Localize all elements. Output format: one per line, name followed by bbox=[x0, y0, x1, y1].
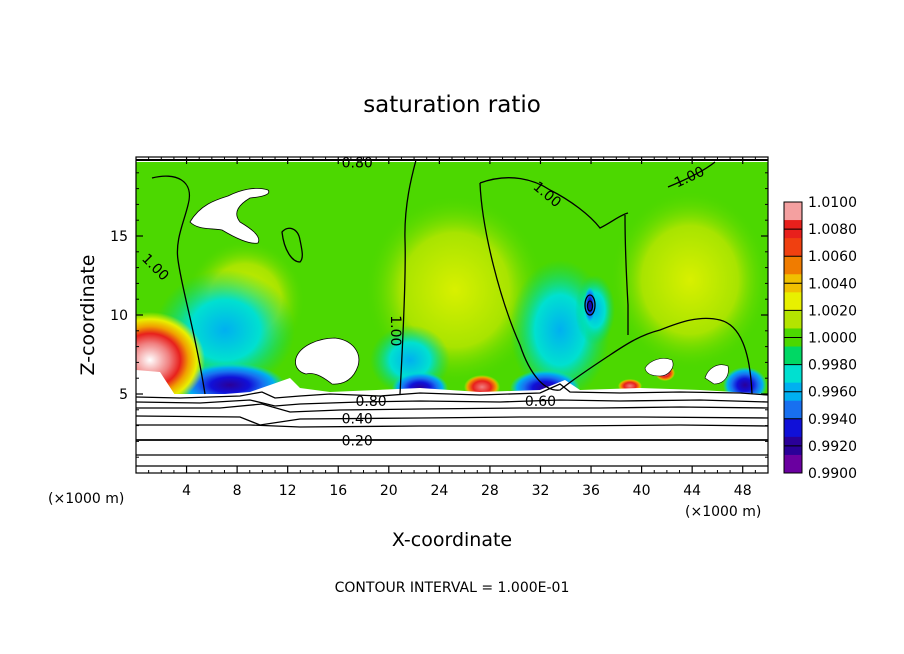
x-unit-right: (×1000 m) bbox=[685, 504, 761, 520]
contour-line bbox=[136, 383, 768, 399]
colorbar-tick-label: 0.9920 bbox=[808, 439, 857, 455]
contour-line bbox=[586, 300, 594, 312]
x-tick-label: 16 bbox=[329, 483, 347, 499]
colorbar-tick-label: 1.0080 bbox=[808, 222, 857, 238]
colorbar-swatch bbox=[784, 292, 802, 311]
contour-label: 0.60 bbox=[525, 394, 556, 410]
x-tick-label: 48 bbox=[734, 483, 752, 499]
field-low-blue bbox=[584, 287, 596, 323]
contour-label: 0.20 bbox=[342, 433, 373, 449]
contour-line bbox=[667, 161, 716, 188]
x-axis-ticks: 4 8 12 16 20 24 28 32 36 40 44 48 bbox=[148, 157, 756, 499]
x-tick-label: 4 bbox=[182, 483, 191, 499]
colorbar-tick-label: 1.0040 bbox=[808, 276, 857, 292]
colorbar-swatch bbox=[784, 238, 802, 257]
contour-line bbox=[136, 403, 768, 413]
colorbar-tick-label: 1.0000 bbox=[808, 331, 857, 347]
cloud-region bbox=[295, 337, 360, 385]
chart-title: saturation ratio bbox=[363, 92, 541, 118]
y-axis-ticks: 5 10 15 bbox=[110, 172, 768, 458]
colorbar-swatch bbox=[784, 256, 802, 275]
x-tick-label: 24 bbox=[430, 483, 448, 499]
colorbar-tick-label: 0.9900 bbox=[808, 466, 857, 482]
x-tick-label: 36 bbox=[582, 483, 600, 499]
contour-line bbox=[136, 424, 768, 428]
y-axis-label: Z-coordinate bbox=[77, 255, 99, 376]
contour-line bbox=[399, 159, 417, 395]
y-tick-label: 15 bbox=[110, 229, 128, 245]
contour-line bbox=[136, 399, 768, 407]
contour-line bbox=[151, 175, 206, 395]
cloud-region bbox=[136, 370, 175, 395]
contour-interval-note: CONTOUR INTERVAL = 1.000E-01 bbox=[335, 580, 570, 596]
colorbar-tick-label: 0.9960 bbox=[808, 385, 857, 401]
contour-label: 1.00 bbox=[387, 315, 403, 346]
contour-label: 0.40 bbox=[342, 411, 373, 427]
colorbar-swatch bbox=[784, 346, 802, 366]
y-tick-label: 10 bbox=[110, 308, 128, 324]
colorbar-swatch bbox=[784, 418, 802, 438]
lower-layer bbox=[136, 394, 768, 473]
colorbar-swatch bbox=[784, 202, 802, 221]
colorbar-swatch bbox=[784, 400, 802, 420]
x-tick-label: 8 bbox=[233, 483, 242, 499]
contour-label: 0.80 bbox=[342, 155, 373, 171]
x-tick-label: 32 bbox=[532, 483, 550, 499]
cloud-region bbox=[704, 364, 729, 385]
x-tick-label: 20 bbox=[380, 483, 398, 499]
colorbar: 1.0100 1.0080 1.0060 1.0040 1.0020 1.0000 0.99… bbox=[783, 195, 857, 482]
contour-line bbox=[136, 415, 768, 426]
contour-line bbox=[281, 227, 303, 263]
contour-line bbox=[584, 294, 596, 316]
x-tick-label: 44 bbox=[683, 483, 701, 499]
contour-line bbox=[479, 177, 629, 229]
y-tick-label: 5 bbox=[119, 387, 128, 403]
cloud-region bbox=[189, 188, 270, 244]
colorbar-tick-label: 1.0100 bbox=[808, 195, 857, 211]
x-tick-label: 28 bbox=[481, 483, 499, 499]
x-unit-left: (×1000 m) bbox=[48, 491, 124, 507]
contour-line bbox=[624, 214, 629, 335]
colorbar-tick-label: 1.0020 bbox=[808, 303, 857, 319]
field-patch-yellow bbox=[610, 190, 768, 370]
x-tick-label: 12 bbox=[279, 483, 297, 499]
colorbar-swatch bbox=[784, 364, 802, 384]
cloud-region bbox=[644, 358, 674, 377]
colorbar-swatch bbox=[784, 310, 802, 329]
contour-line bbox=[479, 182, 753, 395]
x-tick-label: 40 bbox=[633, 483, 651, 499]
colorbar-swatch bbox=[784, 454, 802, 474]
colorbar-tick-label: 0.9980 bbox=[808, 358, 857, 374]
colorbar-tick-label: 0.9940 bbox=[808, 412, 857, 428]
contour-label: 0.80 bbox=[356, 394, 387, 410]
colorbar-tick-label: 1.0060 bbox=[808, 249, 857, 265]
x-axis-label: X-coordinate bbox=[392, 529, 512, 551]
